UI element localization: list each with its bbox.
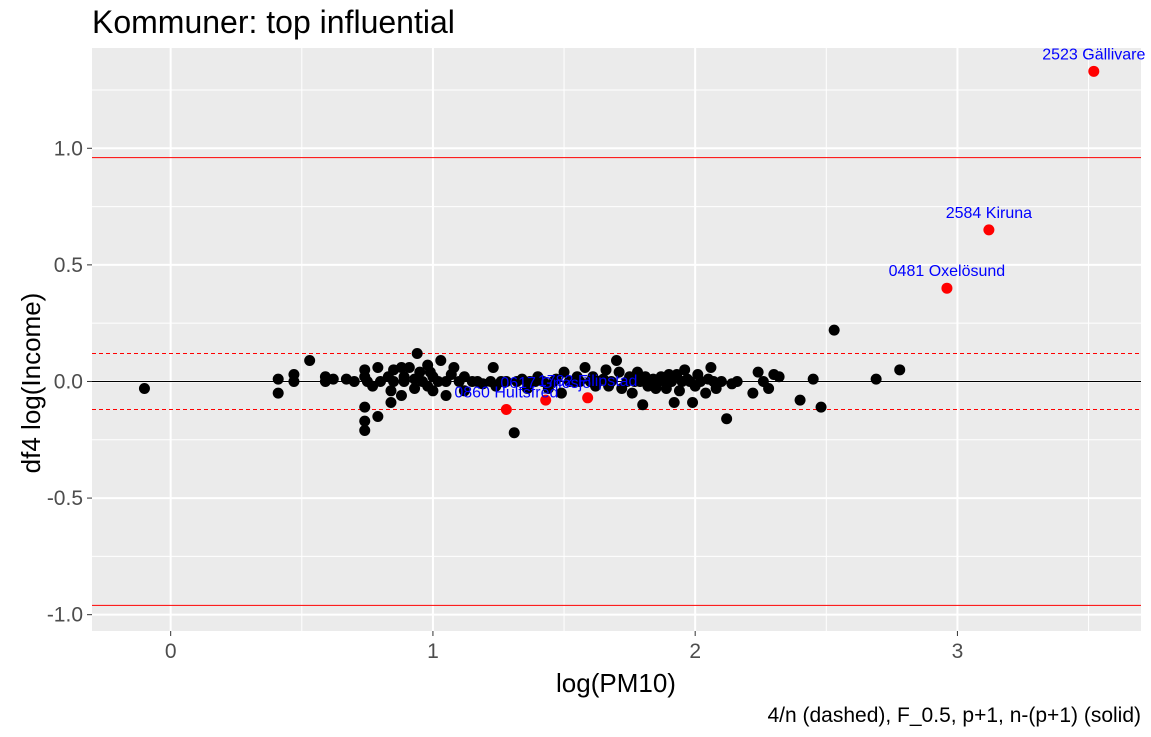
data-point — [398, 371, 410, 383]
data-point — [700, 387, 712, 399]
data-point — [448, 361, 460, 373]
chart-title: Kommuner: top influential — [92, 4, 455, 40]
data-point — [611, 354, 622, 366]
highlighted-points — [500, 65, 1100, 415]
data-point — [794, 394, 806, 406]
highlighted-point — [500, 403, 512, 415]
data-point — [385, 385, 397, 397]
point-label: 0860 Hultsfred — [454, 384, 558, 401]
data-point — [721, 413, 733, 425]
data-point — [359, 424, 371, 436]
data-point — [395, 389, 407, 401]
y-tick-label: 1.0 — [54, 137, 83, 160]
x-tick-label: 3 — [952, 640, 964, 663]
data-point — [411, 347, 423, 359]
data-point — [600, 364, 612, 376]
data-point — [359, 401, 371, 413]
data-point — [558, 366, 570, 378]
plot-panel — [92, 48, 1141, 631]
data-point — [458, 385, 470, 397]
data-point — [613, 366, 625, 378]
y-tick-label: 0.0 — [54, 370, 83, 393]
data-point — [385, 396, 397, 408]
x-axis-ticks: 0 1 2 3 — [165, 631, 963, 663]
data-point — [487, 361, 499, 373]
y-axis-label: df4 log(Income) — [16, 293, 46, 474]
x-tick-label: 1 — [427, 640, 439, 663]
x-axis-label: log(PM10) — [556, 668, 676, 698]
point-label: 0481 Oxelösund — [889, 263, 1006, 280]
data-point — [403, 361, 415, 373]
data-point — [715, 375, 727, 387]
y-tick-label: -1.0 — [47, 604, 83, 627]
y-tick-label: 0.5 — [54, 254, 83, 277]
data-point — [668, 396, 680, 408]
data-point — [894, 364, 906, 376]
data-point — [272, 387, 284, 399]
data-point — [870, 373, 882, 385]
data-point — [432, 375, 444, 387]
chart-caption: 4/n (dashed), F_0.5, p+1, n-(p+1) (solid… — [767, 704, 1141, 727]
point-label: 2523 Gällivare — [1042, 46, 1145, 63]
data-point — [731, 375, 743, 387]
y-axis-ticks: -1.0 -0.5 0.0 0.5 1.0 — [47, 137, 92, 627]
point-labels: 2523 Gällivare 2584 Kiruna 0481 Oxelösund 0… — [454, 46, 1145, 401]
point-label: 0617 Gnosjö — [500, 375, 591, 392]
data-point — [752, 366, 764, 378]
data-point — [828, 324, 840, 336]
data-point — [637, 399, 649, 411]
data-point — [359, 415, 371, 427]
data-point — [705, 361, 717, 373]
data-point — [409, 382, 421, 394]
data-point — [395, 361, 407, 373]
data-point — [579, 361, 591, 373]
data-point — [388, 375, 400, 387]
data-point — [414, 366, 426, 378]
data-point — [687, 396, 699, 408]
data-point — [372, 361, 384, 373]
y-tick-label: -0.5 — [47, 487, 83, 510]
data-point — [508, 427, 520, 439]
data-point — [288, 375, 300, 387]
data-point — [327, 373, 339, 385]
data-point — [304, 354, 316, 366]
data-point — [440, 389, 452, 401]
point-label: 1782 Filipstad — [538, 373, 638, 390]
highlighted-point — [582, 392, 594, 404]
data-point — [550, 373, 562, 385]
data-point — [272, 373, 284, 385]
data-point — [679, 364, 691, 376]
data-point — [500, 375, 512, 387]
data-point — [348, 375, 360, 387]
data-point — [773, 371, 785, 383]
data-point — [815, 401, 827, 413]
x-tick-label: 2 — [689, 640, 701, 663]
data-point — [574, 375, 586, 387]
data-point — [763, 382, 775, 394]
data-point — [626, 387, 638, 399]
data-point — [435, 354, 447, 366]
highlighted-point — [540, 394, 552, 406]
x-tick-label: 0 — [165, 640, 177, 663]
data-point — [372, 410, 384, 422]
highlighted-point — [983, 224, 995, 236]
data-point — [747, 387, 759, 399]
data-point — [807, 373, 819, 385]
data-point — [673, 385, 685, 397]
point-label: 2584 Kiruna — [946, 205, 1032, 222]
data-points — [138, 324, 906, 439]
highlighted-point — [941, 282, 953, 294]
data-point — [555, 387, 567, 399]
major-gridlines — [92, 48, 1141, 631]
minor-gridlines — [39, 48, 1141, 631]
highlighted-point — [1088, 65, 1100, 77]
data-point — [427, 385, 439, 397]
data-point — [605, 375, 617, 387]
data-point — [138, 382, 150, 394]
